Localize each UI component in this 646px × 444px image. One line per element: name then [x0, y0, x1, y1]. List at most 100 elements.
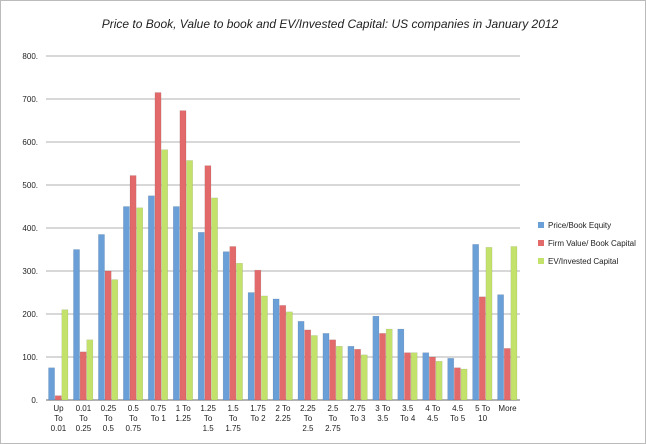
x-tick-label-line: 1.75 — [225, 424, 241, 433]
bar — [447, 358, 455, 401]
bar — [236, 263, 243, 401]
bar — [385, 328, 393, 401]
bar — [123, 206, 130, 401]
bar — [186, 160, 193, 401]
bar — [136, 207, 144, 401]
x-tick-label: 2.75 To 3 — [350, 404, 366, 423]
x-tick-label: 3 To 3.5 — [375, 404, 391, 423]
bar — [503, 348, 511, 401]
bar — [154, 92, 162, 401]
bar — [148, 195, 155, 401]
bar — [372, 315, 380, 401]
x-tick-label: 0.01 To 0.25 — [76, 404, 92, 433]
x-tick-label: 5 To 10 — [475, 404, 491, 423]
x-tick-label-line: To — [329, 414, 338, 423]
x-tick-label: 1.25 To 1.5 — [200, 404, 216, 433]
bar — [279, 305, 287, 401]
bar — [454, 367, 461, 401]
bar — [54, 395, 62, 401]
x-tick-label: 1.5 To 1.75 — [225, 404, 241, 433]
x-tick-label-line: 2.75 — [325, 424, 341, 433]
x-tick-label-line: 0.75 — [150, 404, 166, 413]
x-tick-label-line: 4 To — [425, 404, 441, 413]
legend-label: EV/Invested Capital — [548, 257, 618, 266]
x-tick-label-line: 0.5 — [128, 404, 140, 413]
bar — [379, 333, 386, 401]
x-tick-label: Up To 0.01 — [51, 404, 67, 433]
x-tick-label-line: 1 To — [176, 404, 192, 413]
x-tick-label-line: To 4 — [400, 414, 416, 423]
x-tick-label-line: 4.5 — [427, 414, 439, 423]
x-tick-label-line: To — [79, 414, 88, 423]
x-tick-label: 2.5 To 2.75 — [325, 404, 341, 433]
bar — [429, 356, 436, 401]
bar — [272, 298, 280, 401]
y-tick-label: 600. — [22, 138, 38, 147]
y-tick-label: 300. — [22, 267, 38, 276]
x-tick-label-line: 2.75 — [350, 404, 366, 413]
x-tick-label-line: More — [498, 404, 517, 413]
bar — [197, 232, 205, 401]
x-tick-label-line: 1.25 — [200, 404, 216, 413]
bar — [172, 206, 180, 401]
bar — [86, 339, 94, 401]
bar — [347, 346, 355, 401]
bar — [460, 368, 468, 401]
x-tick-label-line: 0.25 — [101, 404, 117, 413]
bar — [397, 328, 405, 401]
y-tick-label: 800. — [22, 52, 38, 61]
y-tick-label: 100. — [22, 353, 38, 362]
bar — [322, 333, 330, 401]
bar — [48, 367, 55, 401]
y-tick-label: 500. — [22, 181, 38, 190]
bar — [211, 197, 218, 401]
bar — [479, 296, 486, 401]
x-tick-label-line: To 3 — [350, 414, 366, 423]
bar — [410, 352, 418, 401]
x-tick-label-line: 4.5 — [452, 404, 464, 413]
bar — [485, 247, 493, 401]
bar — [354, 349, 361, 401]
x-tick-label-line: 0.25 — [76, 424, 92, 433]
bar — [510, 246, 518, 401]
bar — [335, 346, 343, 401]
x-tick-label-line: To 1 — [151, 414, 167, 423]
x-tick-label-line: 1.25 — [175, 414, 191, 423]
x-tick-label-line: 1.5 — [228, 404, 240, 413]
bar — [422, 352, 430, 401]
x-tick-label-line: To 5 — [450, 414, 466, 423]
bar — [79, 351, 87, 401]
x-tick-label-line: 2.5 — [302, 424, 314, 433]
y-tick-label: 400. — [22, 224, 38, 233]
bar — [360, 354, 368, 401]
bar — [204, 165, 212, 401]
bar — [404, 352, 411, 401]
legend-swatch — [538, 222, 544, 228]
legend-label: Price/Book Equity — [548, 221, 611, 230]
bar — [297, 321, 305, 401]
x-tick-label-line: To — [204, 414, 213, 423]
y-tick-label: 700. — [22, 95, 38, 104]
x-tick-label: 1.75 To 2 — [250, 404, 266, 423]
bar — [222, 251, 230, 401]
x-tick-label-line: To — [304, 414, 313, 423]
y-tick-label: 0. — [31, 396, 38, 405]
x-tick-label: 2.25 To 2.5 — [300, 404, 316, 433]
x-tick-label-line: 10 — [478, 414, 487, 423]
x-tick-label-line: To — [229, 414, 238, 423]
bar — [261, 295, 268, 401]
x-tick-label-line: 3.5 — [402, 404, 414, 413]
bar — [161, 149, 168, 401]
x-tick-label-line: 0.01 — [76, 404, 92, 413]
legend-swatch — [538, 240, 544, 246]
chart-title: Price to Book, Value to book and EV/Inve… — [102, 17, 559, 31]
bar — [472, 244, 480, 401]
bar — [61, 309, 69, 401]
x-tick-label: 3.5 To 4 — [400, 404, 416, 423]
bar — [329, 339, 336, 401]
bar — [247, 292, 255, 401]
x-tick-label: 1 To 1.25 — [175, 404, 191, 423]
x-tick-label: More — [498, 404, 517, 413]
